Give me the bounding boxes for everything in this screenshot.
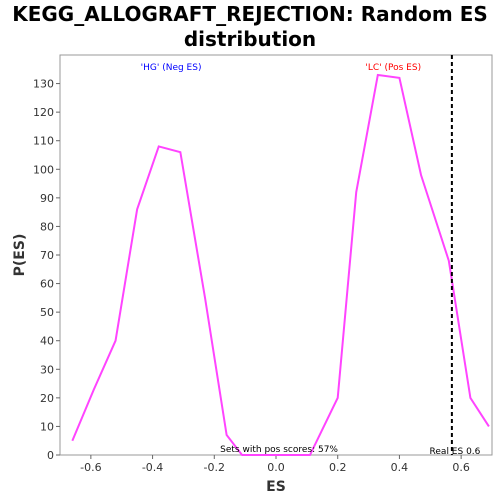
y-tick-label: 40 xyxy=(40,335,54,348)
x-tick-label: -0.2 xyxy=(204,461,225,474)
plot-area xyxy=(59,54,493,456)
x-tick-label: -0.4 xyxy=(142,461,163,474)
y-axis-ticks: 0 10 20 30 40 50 60 70 80 90 100 110 120 130 xyxy=(33,78,60,462)
x-tick-label: -0.6 xyxy=(80,461,101,474)
x-tick-label: 0.2 xyxy=(329,461,347,474)
pos-es-label: 'LC' (Pos ES) xyxy=(365,63,421,73)
y-tick-label: 120 xyxy=(33,106,54,119)
y-tick-label: 30 xyxy=(40,363,54,376)
chart-title-line1: KEGG_ALLOGRAFT_REJECTION: Random ES xyxy=(12,2,488,26)
x-tick-label: 0.0 xyxy=(267,461,285,474)
y-tick-label: 60 xyxy=(40,278,54,291)
series-group xyxy=(71,73,490,456)
real-es-label: Real ES 0.6 xyxy=(430,447,481,457)
pos-scores-annotation: Sets with pos scores: 57% xyxy=(220,445,338,455)
y-tick-label: 90 xyxy=(40,192,54,205)
y-tick-label: 110 xyxy=(33,135,54,148)
series-line xyxy=(71,73,490,456)
x-axis-ticks: -0.6 -0.4 -0.2 0.0 0.2 0.4 0.6 xyxy=(80,455,470,474)
y-tick-label: 70 xyxy=(40,249,54,262)
y-axis-title: P(ES) xyxy=(12,234,28,277)
y-tick-label: 80 xyxy=(40,220,54,233)
y-tick-label: 130 xyxy=(33,78,54,91)
chart-title-line2: distribution xyxy=(183,27,317,51)
neg-es-label: 'HG' (Neg ES) xyxy=(141,63,202,73)
y-tick-label: 10 xyxy=(40,420,54,433)
chart-title: KEGG_ALLOGRAFT_REJECTION: Random ES dist… xyxy=(0,2,500,52)
x-tick-label: 0.6 xyxy=(452,461,470,474)
x-axis-title: ES xyxy=(266,479,286,495)
y-tick-label: 20 xyxy=(40,392,54,405)
y-tick-label: 50 xyxy=(40,306,54,319)
x-tick-label: 0.4 xyxy=(391,461,409,474)
y-tick-label: 0 xyxy=(47,449,54,462)
y-tick-label: 100 xyxy=(33,163,54,176)
